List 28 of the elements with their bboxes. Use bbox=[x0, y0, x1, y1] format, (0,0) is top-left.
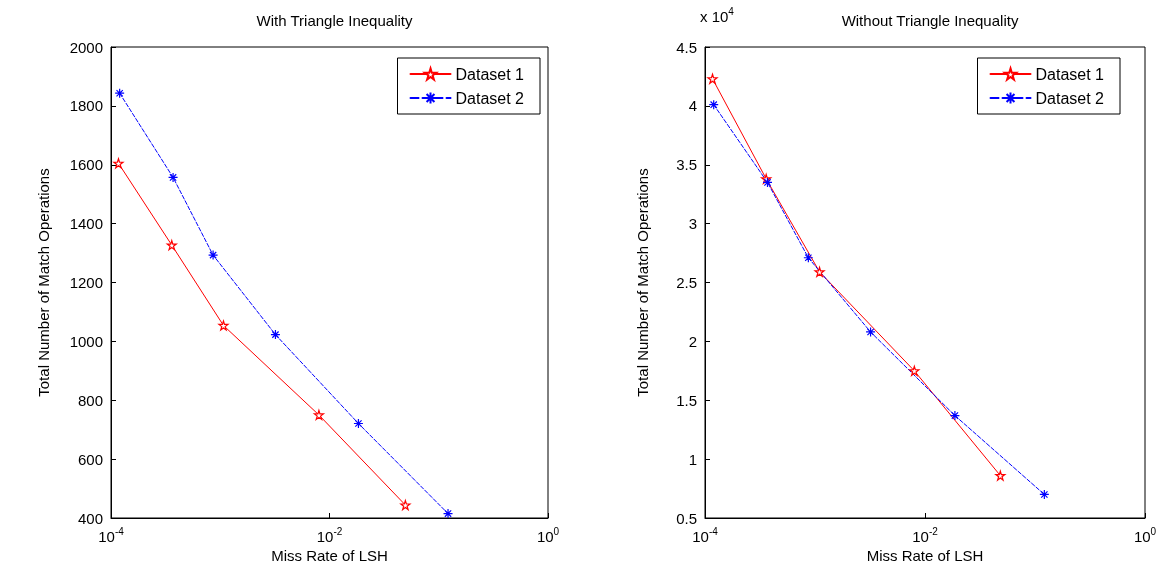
x-axis-title: Miss Rate of LSH bbox=[271, 547, 388, 565]
legend-label: Dataset 1 bbox=[455, 65, 525, 83]
y-tick-label: 1200 bbox=[69, 274, 103, 291]
y-axis-title: Total Number of Match Operations bbox=[35, 168, 52, 397]
y-tick-label: 1800 bbox=[69, 97, 103, 115]
legend-label: Dataset 2 bbox=[1035, 89, 1105, 107]
chart-title: With Triangle Inequality bbox=[256, 12, 413, 29]
y-tick-label: 2 bbox=[688, 332, 697, 350]
y-tick-label: 4 bbox=[688, 97, 697, 115]
y-tick-label: 3 bbox=[688, 215, 697, 233]
y-tick-label: 1.5 bbox=[676, 391, 697, 409]
y-tick-label: 1400 bbox=[69, 215, 103, 233]
y-tick-label: 400 bbox=[77, 509, 103, 527]
chart-title: Without Triangle Inequality bbox=[841, 12, 1019, 29]
x-axis-title: Miss Rate of LSH bbox=[866, 547, 984, 565]
y-axis-title: Total Number of Match Operations bbox=[634, 168, 651, 397]
y-tick-label: 800 bbox=[77, 391, 103, 409]
legend-label: Dataset 1 bbox=[1035, 65, 1105, 83]
y-tick-label: 3.5 bbox=[676, 156, 697, 174]
y-tick-label: 0.5 bbox=[676, 509, 697, 527]
y-tick-label: 1000 bbox=[69, 332, 103, 350]
y-tick-label: 2000 bbox=[69, 38, 103, 56]
y-tick-label: 2.5 bbox=[676, 274, 697, 291]
legend-label: Dataset 2 bbox=[455, 89, 525, 107]
y-tick-label: 1600 bbox=[69, 156, 103, 174]
y-tick-label: 1 bbox=[688, 450, 697, 468]
y-tick-label: 600 bbox=[77, 450, 103, 468]
y-tick-label: 4.5 bbox=[676, 38, 697, 56]
